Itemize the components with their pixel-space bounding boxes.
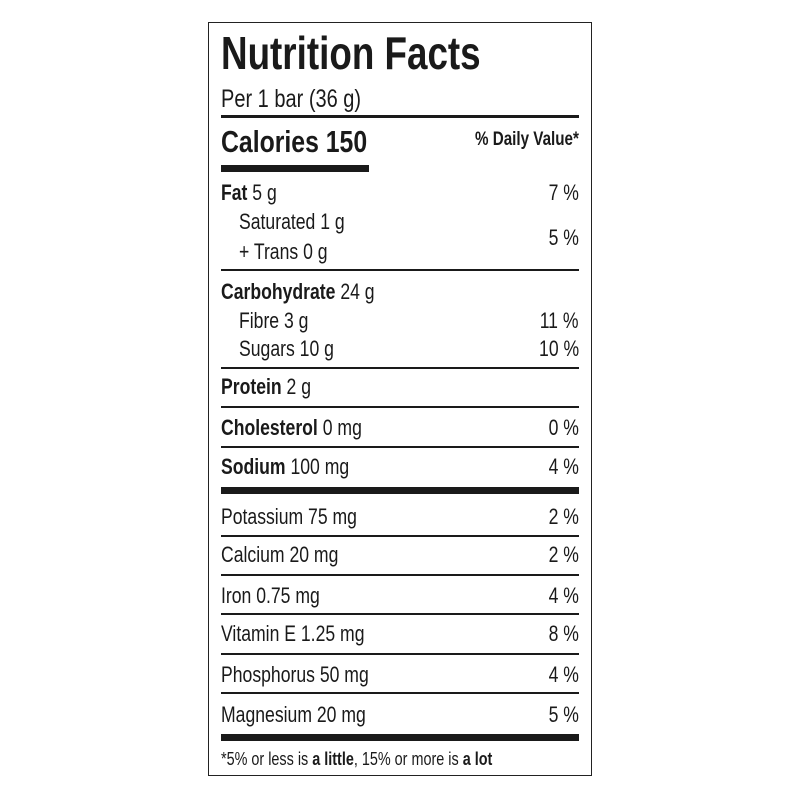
protein-amount: 2 g (286, 374, 312, 399)
footnote-text: *5% or less is (221, 749, 313, 769)
divider (221, 367, 579, 369)
cholesterol-amount: 0 mg (322, 415, 362, 440)
mineral-row-vitamin-e: Vitamin E 1.25 mg (221, 621, 365, 646)
protein-label: Protein (221, 374, 282, 399)
divider (221, 653, 579, 655)
footnote-text: , 15% or more is (353, 749, 463, 769)
sodium-amount: 100 mg (290, 454, 350, 479)
saturated-row: Saturated 1 g (239, 209, 345, 234)
protein-row: Protein 2 g (221, 374, 311, 400)
carbohydrate-amount: 24 g (340, 279, 375, 304)
sugars-dv: 10 % (538, 336, 579, 361)
divider (221, 613, 579, 615)
cholesterol-row: Cholesterol 0 mg (221, 415, 362, 441)
cholesterol-label: Cholesterol (221, 415, 318, 440)
thick-divider (221, 487, 579, 494)
divider (221, 269, 579, 271)
saturated-trans-dv: 5 % (548, 225, 579, 250)
fibre-row: Fibre 3 g (239, 308, 309, 333)
fibre-dv: 11 % (540, 308, 579, 333)
divider (221, 446, 579, 448)
divider (221, 535, 579, 537)
carbohydrate-row: Carbohydrate 24 g (221, 279, 375, 305)
fat-amount: 5 g (252, 180, 277, 205)
daily-value-asterisk: * (573, 129, 579, 150)
iron-dv: 4 % (548, 583, 579, 608)
sodium-row: Sodium 100 mg (221, 454, 349, 480)
divider (221, 406, 579, 408)
mineral-row-magnesium: Magnesium 20 mg (221, 702, 366, 727)
calcium-dv: 2 % (548, 542, 579, 567)
carbohydrate-label: Carbohydrate (221, 279, 336, 304)
footnote: *5% or less is a little, 15% or more is … (221, 747, 492, 771)
sodium-dv: 4 % (548, 454, 579, 479)
calories: Calories 150 (221, 124, 368, 159)
footnote-bold: a little (312, 749, 354, 769)
mineral-row-calcium: Calcium 20 mg (221, 542, 339, 567)
calories-bar (221, 165, 369, 172)
mineral-row-potassium: Potassium 75 mg (221, 504, 357, 529)
magnesium-dv: 5 % (548, 702, 579, 727)
label-title: Nutrition Facts (221, 27, 481, 79)
fat-row: Fat 5 g (221, 180, 277, 206)
sodium-label: Sodium (221, 454, 286, 479)
fat-dv: 7 % (548, 180, 579, 205)
divider (221, 574, 579, 576)
trans-row: + Trans 0 g (239, 239, 328, 264)
thick-divider (221, 734, 579, 741)
potassium-dv: 2 % (548, 504, 579, 529)
divider (221, 115, 579, 118)
fat-label: Fat (221, 180, 248, 205)
daily-value-text: % Daily Value (475, 129, 574, 150)
cholesterol-dv: 0 % (548, 415, 579, 440)
daily-value-header: % Daily Value* (475, 128, 579, 152)
mineral-row-iron: Iron 0.75 mg (221, 583, 320, 608)
serving-size: Per 1 bar (36 g) (221, 85, 362, 113)
sugars-row: Sugars 10 g (239, 336, 334, 361)
nutrition-facts-label (208, 22, 592, 776)
footnote-bold: a lot (462, 749, 493, 769)
mineral-row-phosphorus: Phosphorus 50 mg (221, 662, 369, 687)
vitamin-e-dv: 8 % (548, 621, 579, 646)
divider (221, 692, 579, 694)
phosphorus-dv: 4 % (548, 662, 579, 687)
